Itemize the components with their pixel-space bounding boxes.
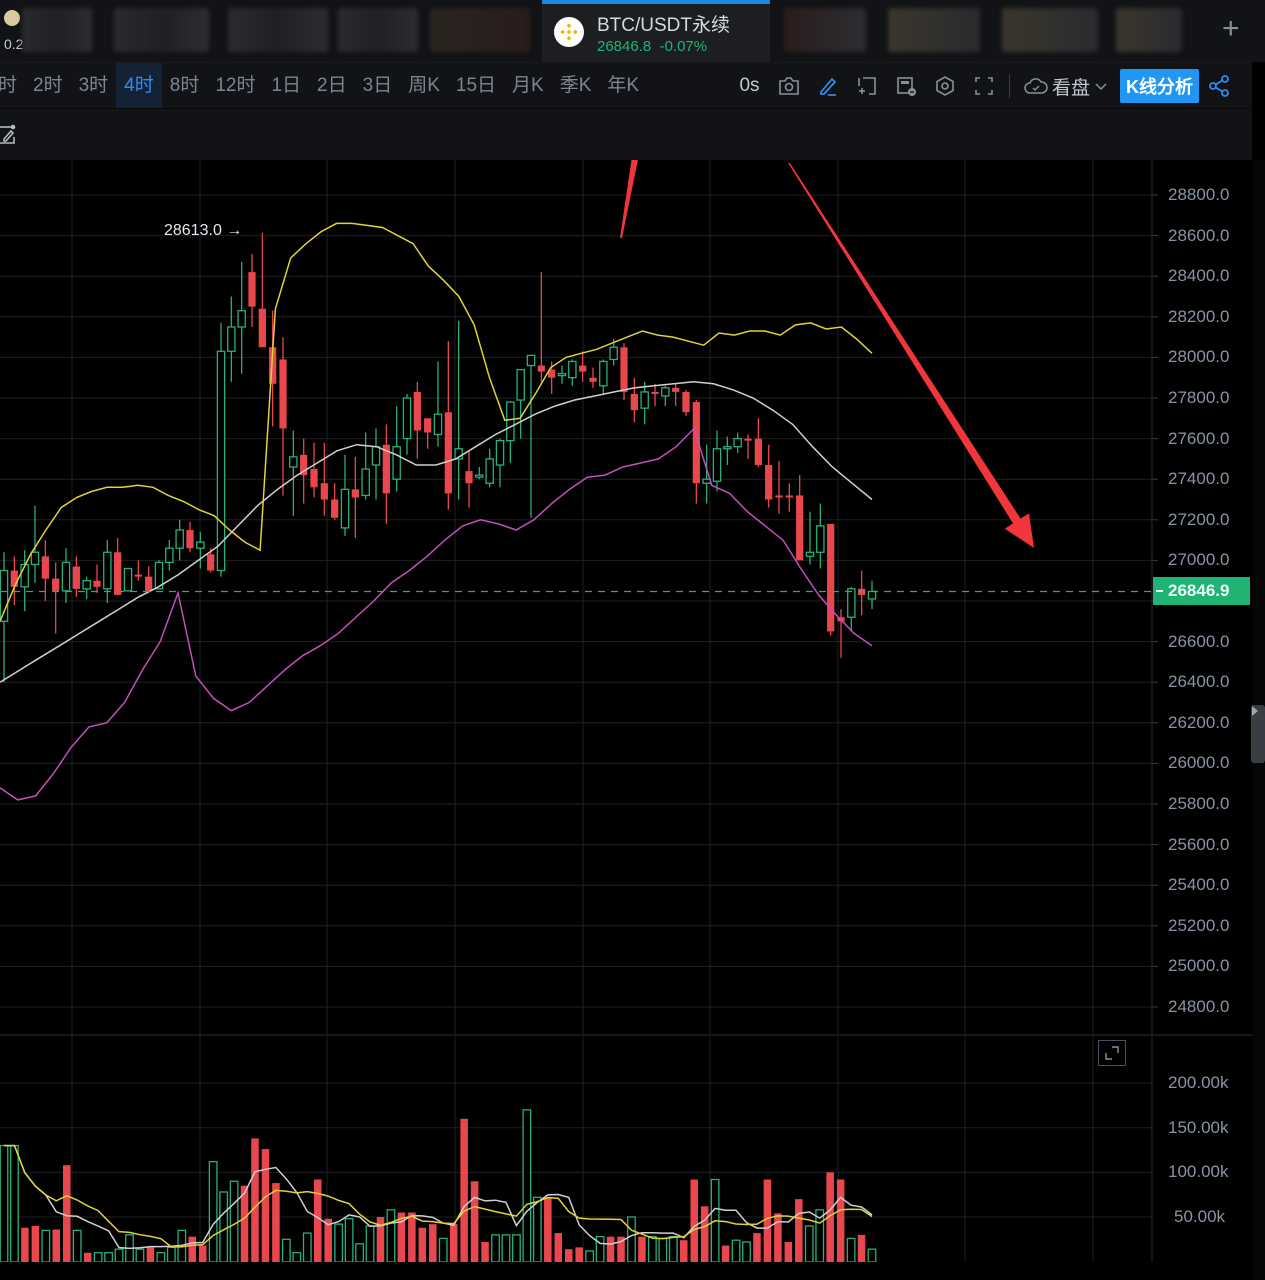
price-axis-tick: 25200.0 bbox=[1168, 915, 1230, 935]
chevron-down-icon bbox=[1095, 83, 1107, 91]
binance-coin-icon bbox=[554, 17, 584, 47]
countdown-display: 0s bbox=[730, 63, 769, 109]
pencil-icon bbox=[819, 77, 836, 96]
interval-tab[interactable]: 2日 bbox=[317, 75, 347, 96]
symbol-tab-blurred[interactable] bbox=[338, 8, 418, 52]
price-axis-tick: 26200.0 bbox=[1168, 712, 1230, 732]
volume-axis-tick: 50.00k bbox=[1174, 1207, 1226, 1226]
interval-tab[interactable]: 2时 bbox=[33, 75, 63, 96]
add-chart-button[interactable] bbox=[847, 63, 886, 109]
toolbar-divider bbox=[1009, 74, 1010, 98]
symbol-tab-blurred[interactable] bbox=[228, 8, 328, 52]
interval-tab[interactable]: 3日 bbox=[362, 75, 393, 96]
volume-axis-tick: 100.00k bbox=[1168, 1162, 1229, 1182]
price-axis-tick: 26000.0 bbox=[1168, 753, 1230, 773]
add-frame-icon bbox=[857, 77, 876, 95]
screenshot-button[interactable] bbox=[769, 63, 808, 109]
price-axis-tick: 27000.0 bbox=[1168, 550, 1230, 570]
symbol-price-change: 26846.8 -0.07% bbox=[597, 38, 707, 55]
interval-tab[interactable]: 年K bbox=[607, 75, 640, 96]
candlestick-canvas[interactable] bbox=[0, 160, 1252, 1280]
kline-analysis-button[interactable]: K线分析 bbox=[1120, 69, 1200, 103]
symbol-tab-blurred[interactable] bbox=[1002, 8, 1098, 52]
interval-tab[interactable]: 8时 bbox=[169, 75, 200, 96]
symbol-tab-blurred[interactable] bbox=[1116, 8, 1182, 52]
symbol-tab-blurred[interactable] bbox=[784, 8, 866, 52]
price-axis-tick: 27400.0 bbox=[1168, 469, 1230, 489]
camera-icon bbox=[778, 77, 799, 95]
volume-axis-tick: 150.00k bbox=[1168, 1117, 1229, 1137]
interval-selector: 时 2时 3时 4时 8时 12时 1日 2日 3日 周K 15日 月K 季K 年K bbox=[0, 63, 647, 109]
volume-axis-tick: 200.00k bbox=[1168, 1073, 1229, 1093]
symbol-tab-blurred[interactable] bbox=[114, 8, 209, 52]
symbol-tab-blurred[interactable] bbox=[22, 8, 92, 52]
price-axis-tick: 28200.0 bbox=[1168, 306, 1230, 326]
symbol-title: BTC/USDT永续 bbox=[597, 15, 731, 36]
cloud-check-icon bbox=[1024, 78, 1048, 94]
fullscreen-icon bbox=[974, 77, 993, 95]
tab-partial-price: 0.2 bbox=[4, 36, 24, 52]
chart-tools: 0s 看盘 K线分析 bbox=[730, 63, 1238, 109]
settings-hex-icon bbox=[935, 76, 954, 96]
drawing-toolbar bbox=[0, 108, 1252, 160]
fullscreen-button[interactable] bbox=[964, 63, 1003, 109]
price-axis-tick: 28400.0 bbox=[1168, 266, 1230, 286]
price-axis-tick: 25800.0 bbox=[1168, 794, 1230, 813]
interval-tab[interactable]: 1日 bbox=[271, 75, 302, 96]
highest-price-marker: 28613.0 → bbox=[164, 222, 243, 239]
view-mode-label: 看盘 bbox=[1052, 77, 1091, 99]
countdown-text: 0s bbox=[739, 75, 760, 96]
last-price-label: 26846.9 bbox=[1153, 577, 1250, 606]
template-button[interactable] bbox=[886, 63, 925, 109]
price-axis-tick: 28800.0 bbox=[1168, 185, 1230, 204]
symbol-tab-btc-usdt[interactable]: BTC/USDT永续 26846.8 -0.07% bbox=[542, 0, 770, 62]
interval-tab[interactable]: 时 bbox=[0, 75, 18, 96]
draw-button[interactable] bbox=[808, 63, 847, 109]
expand-icon bbox=[1105, 1046, 1119, 1060]
symbol-change: -0.07% bbox=[659, 38, 708, 55]
price-axis-tick: 27800.0 bbox=[1168, 388, 1230, 407]
drawing-tools-icon bbox=[0, 124, 16, 144]
template-icon bbox=[896, 77, 916, 96]
price-axis-tick: 26400.0 bbox=[1168, 672, 1230, 692]
add-tab-button[interactable]: + bbox=[1222, 12, 1240, 45]
symbol-tab-bar: 0.2 BTC/USDT永续 26846.8 -0.07% + bbox=[0, 0, 1265, 62]
share-icon bbox=[1208, 75, 1229, 97]
price-axis-tick: 28600.0 bbox=[1168, 225, 1230, 245]
price-axis-tick: 25400.0 bbox=[1168, 875, 1230, 895]
drawing-tools-toggle[interactable] bbox=[0, 121, 20, 152]
view-mode-dropdown[interactable]: 看盘 bbox=[1016, 73, 1116, 100]
side-panel-toggle[interactable] bbox=[1251, 705, 1265, 763]
symbol-tab-blurred[interactable] bbox=[888, 8, 980, 52]
price-axis-tick: 25600.0 bbox=[1168, 834, 1230, 854]
interval-tab[interactable]: 季K bbox=[559, 75, 592, 96]
price-axis-tick: 24800.0 bbox=[1168, 997, 1230, 1016]
expand-volume-button[interactable] bbox=[1098, 1040, 1126, 1066]
interval-tab[interactable]: 月K bbox=[512, 75, 544, 96]
interval-tab[interactable]: 3时 bbox=[78, 75, 109, 96]
interval-tab[interactable]: 周K bbox=[408, 75, 440, 96]
settings-button[interactable] bbox=[925, 63, 964, 109]
interval-tab[interactable]: 15日 bbox=[455, 75, 497, 96]
symbol-price: 26846.8 bbox=[597, 38, 652, 55]
price-axis-tick: 27200.0 bbox=[1168, 509, 1230, 529]
active-tab-indicator bbox=[542, 0, 770, 4]
price-axis-tick: 25000.0 bbox=[1168, 956, 1230, 976]
chevron-right-icon bbox=[1252, 706, 1258, 716]
coin-icon bbox=[4, 10, 20, 26]
price-axis-tick: 28000.0 bbox=[1168, 347, 1230, 367]
interval-tab[interactable]: 12时 bbox=[215, 75, 256, 96]
price-chart[interactable]: 28800.0 28600.0 28400.0 28200.0 28000.0 27800… bbox=[0, 160, 1265, 1280]
chart-toolbar: 时 2时 3时 4时 8时 12时 1日 2日 3日 周K 15日 月K 季K 年K 0s 看盘 K线分析 bbox=[0, 62, 1252, 109]
price-axis-tick: 26600.0 bbox=[1168, 631, 1230, 651]
price-axis-tick: 27600.0 bbox=[1168, 428, 1230, 448]
symbol-tab-blurred[interactable] bbox=[430, 8, 530, 52]
share-button[interactable] bbox=[1199, 63, 1238, 109]
interval-tab[interactable]: 4时 bbox=[116, 63, 162, 109]
